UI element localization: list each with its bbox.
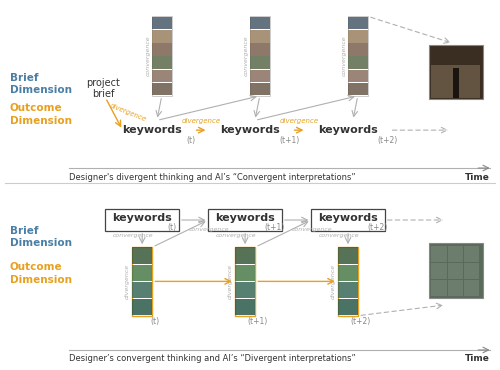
Text: convergence: convergence [189,228,230,232]
Bar [152,17,172,29]
Text: (t+1): (t+1) [279,136,299,145]
Bar [432,280,446,296]
Bar [429,243,482,297]
Text: divergence: divergence [330,264,336,299]
Bar [152,70,172,82]
Text: convergence: convergence [292,228,333,232]
Text: convergence: convergence [146,36,150,77]
Bar [250,16,270,96]
Bar [448,246,463,262]
Bar [311,209,385,231]
Bar [429,45,482,100]
Bar [208,209,282,231]
Bar [464,280,479,296]
Bar [152,30,172,43]
Text: Dimension: Dimension [10,85,72,95]
Bar [132,299,152,315]
Text: divergence: divergence [228,264,232,299]
Bar [432,246,446,262]
Text: (t+2): (t+2) [350,317,370,326]
Bar [152,83,172,95]
Text: Designer's divergent thinking and AI’s “Convergent interpretations”: Designer's divergent thinking and AI’s “… [68,172,356,182]
Text: keywords: keywords [318,125,378,135]
Bar [464,263,479,279]
Text: keywords: keywords [318,213,378,223]
Bar [132,265,152,281]
Bar [338,299,358,315]
Bar [250,30,270,43]
Text: (t): (t) [186,136,196,145]
Text: (t): (t) [150,317,159,326]
Text: brief: brief [92,89,114,99]
Text: convergence: convergence [318,233,359,238]
Text: (t+2): (t+2) [377,136,398,145]
Bar [250,83,270,95]
Text: project: project [86,78,120,88]
Bar [152,57,172,69]
Bar [250,43,270,56]
Text: keywords: keywords [215,213,275,223]
Bar [236,282,255,298]
Bar [236,299,255,315]
Bar [250,17,270,29]
Text: keywords: keywords [122,125,182,135]
Bar [348,83,368,95]
Bar [338,282,358,298]
Text: keywords: keywords [112,213,172,223]
Bar [348,17,368,29]
Bar [338,248,358,264]
Bar [250,70,270,82]
Bar [250,57,270,69]
Text: Designer’s convergent thinking and AI’s “Divergent interpretations”: Designer’s convergent thinking and AI’s … [68,354,356,363]
Text: Brief: Brief [10,226,38,236]
Text: divergence: divergence [108,102,147,122]
Text: Dimension: Dimension [10,239,72,249]
Bar [236,265,255,281]
Text: divergence: divergence [182,118,220,124]
Text: (t): (t) [167,223,176,232]
Text: divergence: divergence [124,264,130,299]
Bar [453,68,458,98]
Bar [448,280,463,296]
Bar [448,263,463,279]
Bar [348,16,368,96]
Bar [348,30,368,43]
Text: Time: Time [465,354,490,363]
Bar [235,247,256,316]
Bar [106,209,179,231]
Text: Dimension: Dimension [10,275,72,285]
Bar [338,247,358,316]
Text: (t+2): (t+2) [368,223,388,232]
Bar [348,43,368,56]
Text: divergence: divergence [280,118,318,124]
Text: convergence: convergence [113,233,154,238]
Bar [348,57,368,69]
Bar [132,248,152,264]
Text: Time: Time [465,172,490,182]
Text: (t+1): (t+1) [247,317,268,326]
Text: convergence: convergence [342,36,346,77]
Text: convergence: convergence [244,36,248,77]
Text: Brief: Brief [10,73,38,83]
Bar [432,263,446,279]
Bar [152,43,172,56]
Text: Outcome: Outcome [10,262,62,272]
Text: convergence: convergence [216,233,256,238]
Bar [348,70,368,82]
Bar [152,16,172,96]
Bar [464,246,479,262]
Text: Dimension: Dimension [10,116,72,126]
Bar [432,65,480,98]
Bar [236,248,255,264]
Bar [338,265,358,281]
Bar [132,247,152,316]
Text: Outcome: Outcome [10,104,62,114]
Text: (t+1): (t+1) [264,223,284,232]
Bar [132,282,152,298]
Text: keywords: keywords [220,125,280,135]
